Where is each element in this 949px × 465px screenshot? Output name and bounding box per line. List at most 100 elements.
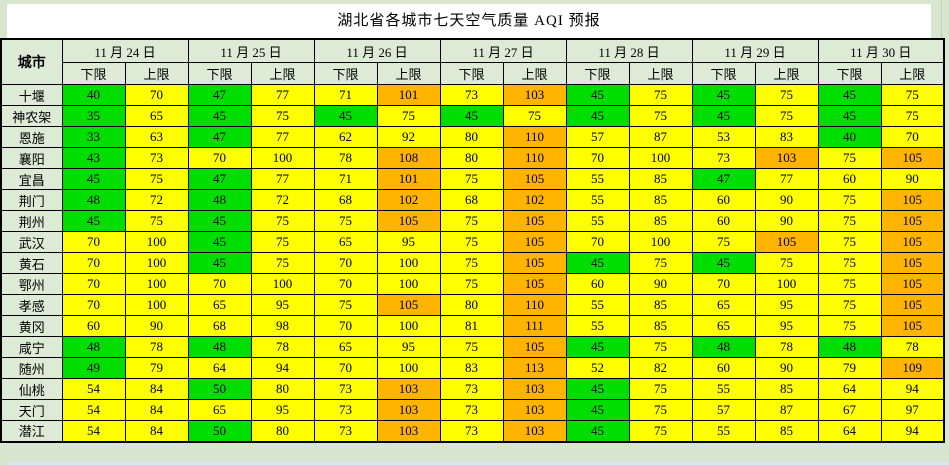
city-name-cell: 神农架 — [0, 105, 63, 127]
aqi-value-cell: 75 — [439, 168, 504, 190]
aqi-value-cell: 70 — [691, 273, 756, 295]
city-row: 神农架 35 65 45 75 45 75 45 75 45 75 45 75 45 75 — [0, 105, 945, 127]
aqi-value-cell: 60 — [565, 273, 630, 295]
aqi-value-cell: 105 — [880, 252, 945, 274]
aqi-value-cell: 84 — [124, 399, 189, 421]
aqi-value-cell: 45 — [187, 252, 252, 274]
aqi-value-cell: 77 — [250, 126, 315, 148]
city-name-cell: 咸宁 — [0, 336, 63, 358]
aqi-value-cell: 64 — [817, 378, 882, 400]
city-column-header: 城市 — [0, 38, 63, 85]
city-name-cell: 仙桃 — [0, 378, 63, 400]
aqi-value-cell: 50 — [187, 378, 252, 400]
aqi-value-cell: 85 — [754, 378, 819, 400]
aqi-value-cell: 100 — [124, 252, 189, 274]
table-body: 十堰 40 70 47 77 71 101 73 103 45 75 45 75 45 75 神农架 35 65 4… — [0, 84, 945, 442]
aqi-value-cell: 65 — [691, 294, 756, 316]
aqi-value-cell: 50 — [187, 420, 252, 442]
city-name-cell: 孝感 — [0, 294, 63, 316]
aqi-value-cell: 75 — [628, 378, 693, 400]
aqi-value-cell: 45 — [691, 252, 756, 274]
aqi-value-cell: 110 — [502, 126, 567, 148]
limit-subheader-1-lower: 下限 — [61, 62, 126, 85]
aqi-value-cell: 100 — [250, 147, 315, 169]
aqi-value-cell: 75 — [817, 231, 882, 253]
aqi-value-cell: 45 — [439, 105, 504, 127]
aqi-value-cell: 109 — [880, 357, 945, 379]
aqi-value-cell: 45 — [817, 84, 882, 106]
aqi-value-cell: 70 — [313, 357, 378, 379]
aqi-value-cell: 85 — [628, 168, 693, 190]
aqi-value-cell: 45 — [565, 336, 630, 358]
table-header: 城市 11 月 24 日 11 月 25 日 11 月 26 日 11 月 27 日 11… — [0, 38, 945, 85]
aqi-value-cell: 100 — [124, 273, 189, 295]
aqi-value-cell: 65 — [313, 231, 378, 253]
aqi-value-cell: 45 — [313, 105, 378, 127]
city-row: 咸宁 48 78 48 78 65 95 75 105 45 75 48 78 48 78 — [0, 336, 945, 358]
aqi-value-cell: 72 — [250, 189, 315, 211]
aqi-value-cell: 62 — [313, 126, 378, 148]
aqi-value-cell: 70 — [565, 147, 630, 169]
city-name-cell: 襄阳 — [0, 147, 63, 169]
city-name-cell: 恩施 — [0, 126, 63, 148]
aqi-value-cell: 45 — [565, 378, 630, 400]
aqi-forecast-table: 城市 11 月 24 日 11 月 25 日 11 月 26 日 11 月 27 日 11… — [0, 38, 945, 443]
aqi-value-cell: 100 — [754, 273, 819, 295]
aqi-value-cell: 65 — [187, 399, 252, 421]
aqi-value-cell: 67 — [817, 399, 882, 421]
aqi-value-cell: 70 — [61, 273, 126, 295]
aqi-value-cell: 52 — [565, 357, 630, 379]
city-name-cell: 武汉 — [0, 231, 63, 253]
limit-subheader-7-upper: 上限 — [880, 62, 945, 85]
aqi-value-cell: 75 — [439, 273, 504, 295]
aqi-value-cell: 75 — [250, 105, 315, 127]
aqi-value-cell: 55 — [691, 378, 756, 400]
aqi-value-cell: 48 — [817, 336, 882, 358]
aqi-value-cell: 78 — [313, 147, 378, 169]
aqi-value-cell: 65 — [691, 315, 756, 337]
aqi-value-cell: 45 — [691, 84, 756, 106]
aqi-value-cell: 72 — [124, 189, 189, 211]
aqi-value-cell: 105 — [502, 273, 567, 295]
aqi-value-cell: 70 — [187, 147, 252, 169]
aqi-value-cell: 68 — [187, 315, 252, 337]
aqi-value-cell: 54 — [61, 378, 126, 400]
aqi-value-cell: 47 — [187, 168, 252, 190]
aqi-value-cell: 103 — [502, 399, 567, 421]
city-name-cell: 潜江 — [0, 420, 63, 442]
city-name-cell: 荆门 — [0, 189, 63, 211]
aqi-value-cell: 80 — [439, 294, 504, 316]
aqi-value-cell: 75 — [628, 399, 693, 421]
aqi-value-cell: 111 — [502, 315, 567, 337]
aqi-value-cell: 68 — [439, 189, 504, 211]
aqi-value-cell: 73 — [439, 420, 504, 442]
aqi-value-cell: 105 — [502, 231, 567, 253]
aqi-value-cell: 53 — [691, 126, 756, 148]
aqi-value-cell: 87 — [754, 399, 819, 421]
aqi-value-cell: 98 — [250, 315, 315, 337]
margin-gridline — [941, 0, 942, 38]
city-row: 鄂州 70 100 70 100 70 100 75 105 60 90 70 100 75 105 — [0, 273, 945, 295]
day-header-1: 11 月 24 日 — [61, 38, 189, 63]
aqi-value-cell: 75 — [502, 105, 567, 127]
aqi-value-cell: 75 — [754, 84, 819, 106]
aqi-value-cell: 90 — [754, 189, 819, 211]
city-row: 仙桃 54 84 50 80 73 103 73 103 45 75 55 85 64 94 — [0, 378, 945, 400]
aqi-value-cell: 95 — [376, 336, 441, 358]
aqi-value-cell: 48 — [61, 189, 126, 211]
aqi-value-cell: 80 — [250, 378, 315, 400]
aqi-value-cell: 105 — [502, 210, 567, 232]
aqi-value-cell: 103 — [502, 420, 567, 442]
aqi-value-cell: 55 — [691, 420, 756, 442]
aqi-value-cell: 77 — [250, 168, 315, 190]
aqi-value-cell: 35 — [61, 105, 126, 127]
aqi-value-cell: 103 — [376, 378, 441, 400]
limit-subheader-4-lower: 下限 — [439, 62, 504, 85]
aqi-value-cell: 70 — [565, 231, 630, 253]
aqi-value-cell: 45 — [61, 210, 126, 232]
aqi-value-cell: 45 — [187, 231, 252, 253]
aqi-value-cell: 75 — [754, 105, 819, 127]
aqi-value-cell: 70 — [313, 252, 378, 274]
aqi-value-cell: 78 — [880, 336, 945, 358]
aqi-value-cell: 73 — [124, 147, 189, 169]
